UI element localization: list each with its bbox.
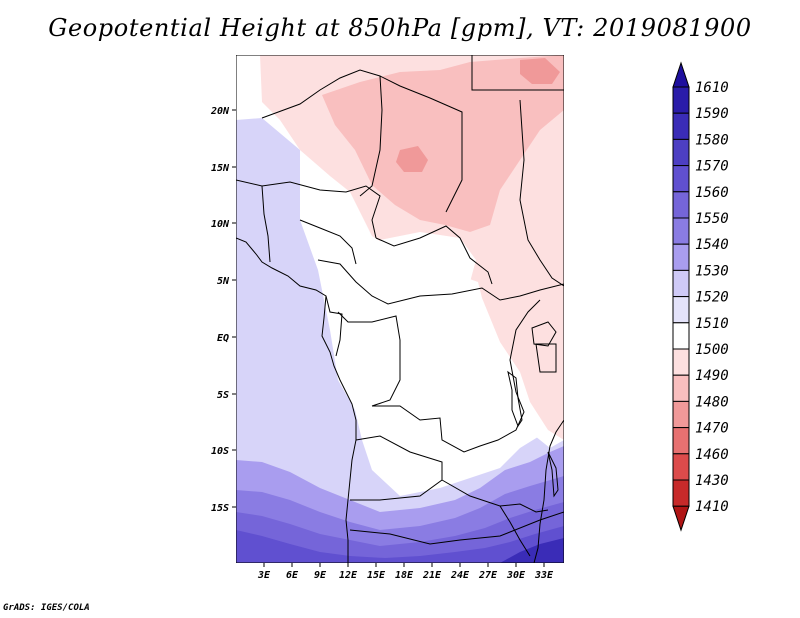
field-contour-1490 xyxy=(322,55,564,232)
lon-label-9E: 9E xyxy=(314,570,327,581)
lon-label-18E: 18E xyxy=(395,570,414,581)
colorbar-box xyxy=(672,374,690,402)
colorbar-box xyxy=(672,296,690,324)
field-contour-1570 xyxy=(500,538,564,563)
lon-label-33E: 33E xyxy=(534,570,554,581)
lake-tanganyika xyxy=(507,370,523,428)
colorbar-label: 1410 xyxy=(695,499,729,515)
coast-east xyxy=(533,419,564,563)
border-sahel xyxy=(236,179,381,239)
lon-axis: 3E 6E 9E 12E 15E 18E 21E 24E 27E 30E 33E xyxy=(257,563,554,581)
colorbar-label: 1570 xyxy=(695,159,729,175)
colorbar-box xyxy=(672,427,690,455)
colorbar-top-triangle xyxy=(672,61,690,88)
field-contour-1550 xyxy=(236,502,564,563)
lon-label-30E: 30E xyxy=(506,570,526,581)
colorbar-box xyxy=(672,165,690,193)
colorbar-box xyxy=(672,479,690,507)
colorbar-label: 1530 xyxy=(695,263,729,279)
border-north-1 xyxy=(261,69,463,213)
colorbar-box xyxy=(672,138,690,167)
lon-label-21E: 21E xyxy=(422,570,442,581)
border-chad xyxy=(375,225,493,285)
colorbar-box xyxy=(672,243,690,271)
borders xyxy=(236,55,564,563)
colorbar-label: 1580 xyxy=(695,132,729,148)
chart-title: Geopotential Height at 850hPa [gpm], VT:… xyxy=(48,14,752,42)
lake-malawi xyxy=(547,451,559,498)
colorbar-box xyxy=(672,322,690,350)
colorbar-label: 1590 xyxy=(695,106,729,122)
border-south xyxy=(349,511,564,545)
colorbar-label: 1430 xyxy=(695,473,729,489)
colorbar-box xyxy=(672,191,690,219)
lon-label-24E: 24E xyxy=(450,570,470,581)
colorbar-bottom-triangle xyxy=(672,505,690,532)
colorbar-box xyxy=(672,112,690,140)
border-gulf xyxy=(261,185,271,263)
colorbar-label: 1480 xyxy=(695,394,729,410)
border-north-3 xyxy=(471,55,564,91)
border-gabon xyxy=(325,295,343,357)
lake-victoria xyxy=(531,321,557,347)
border-north-2 xyxy=(359,75,383,197)
border-congo xyxy=(337,311,401,407)
colorbar-label: 1510 xyxy=(695,316,729,332)
border-east xyxy=(519,99,564,287)
border-zambia xyxy=(441,479,549,513)
lon-label-15E: 15E xyxy=(367,570,386,581)
colorbar-label: 1490 xyxy=(695,368,729,384)
lon-label-3E: 3E xyxy=(257,570,271,581)
colorbar-label: 1520 xyxy=(695,290,729,306)
lat-axis: 20N 15N 10N 5N EQ 5S 10S 15S xyxy=(210,106,236,514)
field-contour-1480 xyxy=(396,146,428,172)
colorbar-label: 1610 xyxy=(695,80,729,96)
colorbar: 1610 1590 1580 1570 1560 1550 1540 1530 1520 1510… xyxy=(672,61,729,532)
lat-label-10S: 10S xyxy=(211,446,229,457)
lat-label-10N: 10N xyxy=(211,219,230,230)
colorbar-box xyxy=(672,348,690,376)
border-zimbabwe xyxy=(499,505,531,557)
colorbar-label: 1550 xyxy=(695,211,729,227)
lon-label-27E: 27E xyxy=(478,570,498,581)
colorbar-box xyxy=(672,217,690,245)
border-car xyxy=(317,259,564,305)
lat-label-EQ: EQ xyxy=(217,333,229,344)
footer-credit: GrADS: IGES/COLA xyxy=(3,603,90,613)
colorbar-label: 1470 xyxy=(695,421,729,437)
colorbar-box xyxy=(672,453,690,481)
border-angola xyxy=(350,435,443,501)
lon-label-6E: 6E xyxy=(286,570,299,581)
border-nigeria xyxy=(299,219,357,265)
colorbar-box xyxy=(672,86,690,114)
colorbar-label: 1500 xyxy=(695,342,729,358)
colorbar-label: 1560 xyxy=(695,185,729,201)
west-coast xyxy=(236,237,357,563)
field-contour-1510 xyxy=(300,150,546,496)
lat-label-5N: 5N xyxy=(217,276,230,287)
lat-label-15N: 15N xyxy=(211,163,230,174)
colorbar-box xyxy=(672,400,690,429)
map-field xyxy=(236,55,564,563)
field-contour-1560 xyxy=(236,526,564,563)
lat-label-15S: 15S xyxy=(211,503,229,514)
field-contour-1510-b xyxy=(380,232,476,300)
colorbar-box xyxy=(672,269,690,298)
border-drc-south xyxy=(372,299,541,453)
lat-label-20N: 20N xyxy=(210,106,230,117)
colorbar-label: 1540 xyxy=(695,237,729,253)
lon-label-12E: 12E xyxy=(339,570,358,581)
colorbar-label: 1460 xyxy=(695,447,729,463)
lat-label-5S: 5S xyxy=(217,390,229,401)
field-contour-1480-ne xyxy=(520,58,560,84)
